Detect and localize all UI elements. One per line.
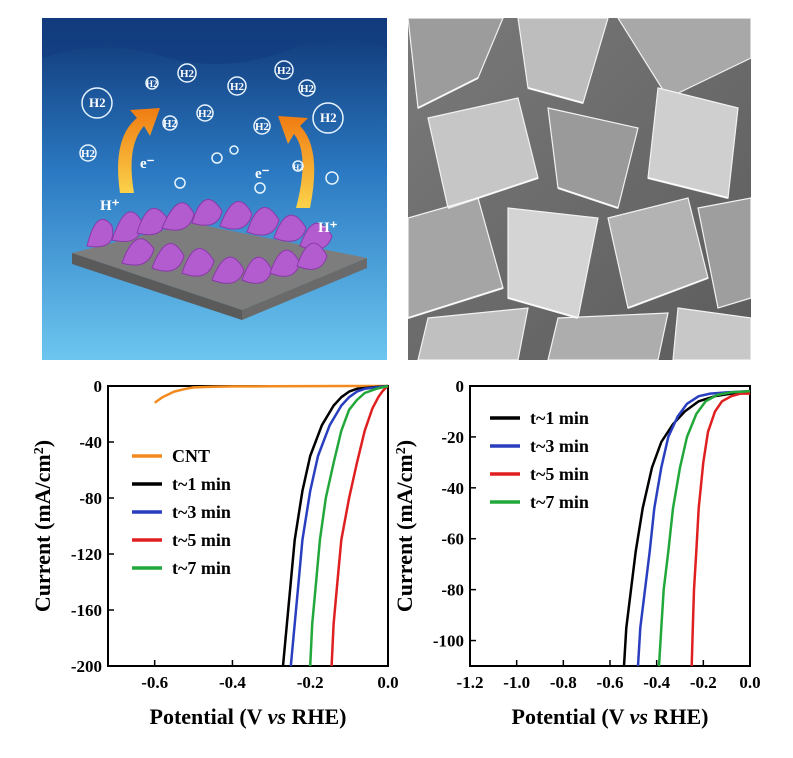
x-axis-label: Potential (V vs RHE) [150, 704, 347, 729]
y-axis-label-part: ) [392, 440, 417, 447]
substrate-side [72, 253, 242, 320]
y-tick-label: -20 [441, 428, 464, 447]
legend-label: t~7 min [530, 492, 589, 512]
y-axis-label-part: Current (mA/cm [392, 454, 417, 612]
right-reaction-arrow-icon [278, 116, 315, 208]
electron-label-right: e⁻ [255, 166, 270, 182]
y-tick-label: -160 [71, 601, 102, 620]
x-axis-label-italic: vs [268, 704, 286, 729]
chart-hydrogen-lsv-cnt: -0.6 -0.4 -0.2 0.0 0 -40 -80 -120 -160 -200 CNT t~… [30, 377, 399, 729]
hydrogen-evolution-illustration: H2 H2 H2 H2 H2 H2 H2 H2 H2 H2 H2 H2 e⁻ e… [42, 18, 387, 360]
legend-label: CNT [172, 446, 210, 466]
bubble-label: H2 [81, 148, 96, 160]
plot-frame [107, 385, 389, 667]
bubble-labels: H2 H2 H2 H2 H2 H2 H2 H2 H2 H2 H2 H2 [81, 65, 337, 172]
electron-label-left: e⁻ [140, 156, 155, 172]
y-tick-label: -60 [441, 530, 464, 549]
y-axis-label-sup: 2 [32, 447, 47, 454]
bubble-label: H2 [277, 65, 292, 77]
y-axis-label-sup: 2 [394, 447, 409, 454]
bubble-label: H2 [163, 118, 178, 130]
bubble-label: H2 [320, 110, 337, 125]
legend-label: t~5 min [530, 464, 589, 484]
y-tick-label: -40 [441, 479, 464, 498]
x-tick-label: -0.2 [690, 673, 717, 692]
x-tick-label: -0.4 [643, 673, 670, 692]
left-reaction-arrow-icon [118, 108, 160, 193]
legend-label: t~3 min [530, 436, 589, 456]
chart-hydrogen-lsv-time: -1.2 -1.0 -0.8 -0.6 -0.4 -0.2 0.0 0 -20 -40 -60 -80… [392, 377, 761, 729]
y-tick-label: -100 [433, 632, 464, 651]
legend-label: t~5 min [172, 530, 231, 550]
y-tick-label: -120 [71, 545, 102, 564]
x-tick-label: -0.4 [219, 673, 246, 692]
y-axis-label-part: ) [30, 440, 55, 447]
y-tick-label: -200 [71, 657, 102, 676]
legend-label: t~7 min [172, 558, 231, 578]
x-tick-label: -1.0 [503, 673, 530, 692]
y-tick-label: 0 [456, 377, 465, 396]
x-tick-label: -0.6 [597, 673, 624, 692]
series-lines [153, 384, 389, 667]
series-line-t-5-min [690, 392, 750, 667]
proton-label-right: H⁺ [318, 220, 338, 236]
sem-micrograph-image [408, 18, 751, 360]
bubble-label: H2 [146, 79, 158, 89]
x-tick-label: -1.2 [457, 673, 484, 692]
proton-label-left: H⁺ [100, 198, 120, 214]
y-tick-label: -80 [79, 489, 102, 508]
ticks: -1.2 -1.0 -0.8 -0.6 -0.4 -0.2 0.0 0 -20 -40 -60 -80… [433, 377, 761, 692]
bubble-label: H2 [230, 81, 245, 93]
series-lines [622, 389, 751, 667]
x-tick-label: -0.2 [297, 673, 324, 692]
substrate-front [242, 258, 367, 320]
series-line-t-7-min [657, 389, 751, 667]
y-tick-label: 0 [94, 377, 103, 396]
series-line-t-7-min [308, 384, 389, 667]
legend-label: t~1 min [530, 408, 589, 428]
x-axis-label-part: RHE) [286, 704, 347, 729]
bubble-label: H2 [293, 163, 303, 172]
y-axis-label: Current (mA/cm2) [392, 440, 417, 612]
hydrogen-bubbles [79, 60, 344, 194]
x-axis-label-part: RHE) [648, 704, 709, 729]
water-surface-ripple [42, 18, 387, 65]
bubble-label: H2 [255, 121, 270, 133]
bubble-label: H2 [300, 83, 315, 95]
series-line-t-3-min [636, 389, 751, 667]
legend: t~1 min t~3 min t~5 min t~7 min [490, 408, 589, 512]
x-tick-label: -0.6 [141, 673, 168, 692]
series-line-t-1-min [622, 389, 751, 667]
series-line-t-5-min [330, 384, 389, 667]
series-line-cnt [153, 384, 388, 404]
nanosheet-array-icon [86, 199, 333, 284]
ticks: -0.6 -0.4 -0.2 0.0 0 -40 -80 -120 -160 -200 [71, 377, 399, 692]
x-tick-label: 0.0 [739, 673, 760, 692]
legend: CNT t~1 min t~3 min t~5 min t~7 min [132, 446, 231, 578]
series-line-t-3-min [289, 384, 389, 667]
sem-edge-highlights [408, 77, 729, 319]
bubble-label: H2 [198, 108, 213, 120]
y-tick-label: -40 [79, 433, 102, 452]
x-tick-label: -0.8 [550, 673, 577, 692]
series-line-t-1-min [281, 384, 389, 667]
sem-flake-icon-group [408, 18, 751, 360]
legend-label: t~1 min [172, 474, 231, 494]
x-axis-label-part: Potential (V [512, 704, 630, 729]
x-axis-label-part: Potential (V [150, 704, 268, 729]
bubble-label: H2 [180, 68, 195, 80]
bubble-label: H2 [89, 95, 106, 110]
x-tick-label: 0.0 [377, 673, 398, 692]
y-axis-label-part: Current (mA/cm [30, 454, 55, 612]
x-axis-label-italic: vs [630, 704, 648, 729]
y-tick-label: -80 [441, 581, 464, 600]
x-axis-label: Potential (V vs RHE) [512, 704, 709, 729]
legend-label: t~3 min [172, 502, 231, 522]
y-axis-label: Current (mA/cm2) [30, 440, 55, 612]
